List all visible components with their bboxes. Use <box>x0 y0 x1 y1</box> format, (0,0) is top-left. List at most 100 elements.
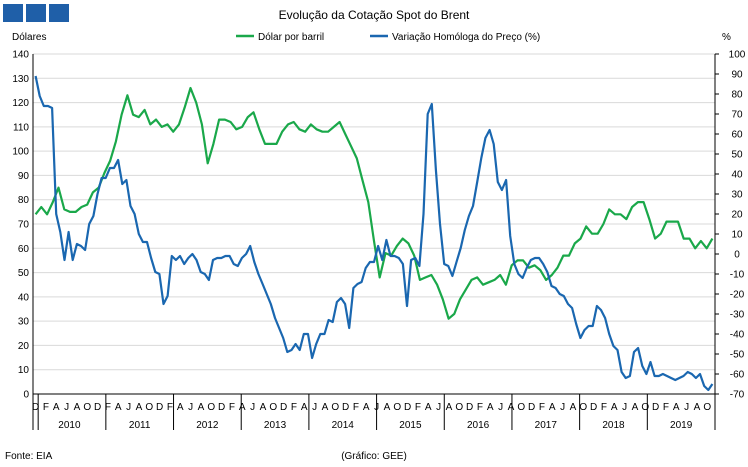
left-tick-label: 130 <box>12 74 29 85</box>
month-tick-label: D <box>590 402 597 413</box>
left-tick-label: 110 <box>13 122 29 133</box>
year-tick-label: 2015 <box>399 420 422 431</box>
left-tick-label: 40 <box>18 292 30 303</box>
month-tick-label: D <box>652 402 659 413</box>
brand-logo <box>3 4 69 22</box>
left-axis-label: Dólares <box>12 32 46 43</box>
right-tick-label: 70 <box>731 110 743 121</box>
series-lines <box>34 75 714 392</box>
month-tick-label: A <box>115 402 122 413</box>
left-tick-label: 120 <box>12 98 29 109</box>
month-tick-label: J <box>498 402 503 413</box>
logo-square <box>49 4 69 22</box>
year-tick-label: 2017 <box>535 420 558 431</box>
right-tick-label: 100 <box>729 50 746 61</box>
year-tick-label: 2010 <box>58 420 81 431</box>
right-tick-label: 30 <box>731 190 743 201</box>
left-tick-label: 80 <box>18 195 30 206</box>
month-tick-label: J <box>436 402 441 413</box>
month-tick-label: F <box>601 402 607 413</box>
legend-label-variation: Variação Homóloga do Preço (%) <box>392 32 540 43</box>
month-tick-label: A <box>363 402 370 413</box>
right-tick-label: 0 <box>734 250 740 261</box>
year-tick-label: 2018 <box>602 420 625 431</box>
right-tick-label: 20 <box>731 210 743 221</box>
month-tick-label: D <box>94 402 101 413</box>
left-tick-label: 50 <box>18 268 30 279</box>
left-tick-label: 10 <box>18 365 30 376</box>
month-tick-label: D <box>218 402 225 413</box>
month-tick-label: A <box>549 402 556 413</box>
legend-label-dollar: Dólar por barril <box>258 32 324 43</box>
right-tick-label: -70 <box>730 390 745 401</box>
right-tick-label: 10 <box>731 230 743 241</box>
axes <box>32 54 716 430</box>
month-tick-label: J <box>64 402 69 413</box>
month-tick-label: D <box>32 402 39 413</box>
right-tick-label: 60 <box>731 130 743 141</box>
month-tick-label: D <box>466 402 473 413</box>
series-line-variation <box>34 75 714 392</box>
month-tick-label: J <box>250 402 255 413</box>
left-axis-ticks: 0 10 20 30 40 50 60 70 80 90 100 110 120 130 140 <box>12 50 29 401</box>
month-tick-label: A <box>239 402 246 413</box>
month-tick-label: O <box>455 402 463 413</box>
left-tick-label: 100 <box>12 147 29 158</box>
month-tick-label: A <box>508 402 515 413</box>
legend: Dólar por barril Variação Homóloga do Pr… <box>236 32 540 43</box>
month-tick-label: A <box>136 402 143 413</box>
month-tick-label: A <box>322 402 329 413</box>
right-tick-label: 80 <box>731 90 743 101</box>
month-tick-label: A <box>301 402 308 413</box>
month-tick-label: J <box>126 402 131 413</box>
month-tick-label: A <box>425 402 432 413</box>
chart-title: Evolução da Cotação Spot do Brent <box>279 8 470 22</box>
month-tick-label: A <box>611 402 618 413</box>
month-tick-label: F <box>229 402 235 413</box>
month-tick-label: F <box>477 402 483 413</box>
right-tick-label: -20 <box>730 290 745 301</box>
month-tick-label: D <box>280 402 287 413</box>
year-tick-label: 2011 <box>129 420 151 431</box>
month-tick-label: F <box>415 402 421 413</box>
year-tick-label: 2019 <box>670 420 693 431</box>
month-tick-label: D <box>156 402 163 413</box>
month-tick-label: F <box>43 402 49 413</box>
month-tick-label: A <box>694 402 701 413</box>
right-tick-label: -50 <box>730 350 745 361</box>
month-tick-label: F <box>353 402 359 413</box>
month-tick-label: D <box>528 402 535 413</box>
chart-credit: (Gráfico: GEE) <box>341 451 407 462</box>
right-tick-label: -30 <box>730 310 745 321</box>
right-tick-label: -40 <box>730 330 745 341</box>
month-tick-label: J <box>622 402 627 413</box>
year-tick-labels: 2010 2011 2012 2013 2014 2015 2016 2017 2018 2019 <box>58 420 692 431</box>
month-tick-label: J <box>684 402 689 413</box>
month-tick-label: O <box>393 402 401 413</box>
month-tick-label: A <box>260 402 267 413</box>
month-tick-label: A <box>446 402 453 413</box>
right-tick-label: 50 <box>731 150 743 161</box>
month-tick-label: D <box>404 402 411 413</box>
month-tick-label: F <box>291 402 297 413</box>
month-tick-label: A <box>198 402 205 413</box>
right-axis-label: % <box>722 32 731 43</box>
month-tick-label: J <box>188 402 193 413</box>
month-tick-label: O <box>579 402 587 413</box>
left-tick-label: 90 <box>18 171 30 182</box>
month-tick-label: O <box>641 402 649 413</box>
year-tick-label: 2014 <box>332 420 355 431</box>
year-tick-label: 2013 <box>264 420 287 431</box>
month-tick-label: A <box>570 402 577 413</box>
left-tick-label: 140 <box>12 50 29 61</box>
month-tick-label: O <box>331 402 339 413</box>
logo-square <box>3 4 23 22</box>
left-tick-label: 30 <box>18 317 30 328</box>
right-tick-label: -60 <box>730 370 745 381</box>
right-tick-label: 90 <box>731 70 743 81</box>
month-tick-label: F <box>539 402 545 413</box>
month-tick-label: A <box>487 402 494 413</box>
year-tick-label: 2012 <box>196 420 219 431</box>
